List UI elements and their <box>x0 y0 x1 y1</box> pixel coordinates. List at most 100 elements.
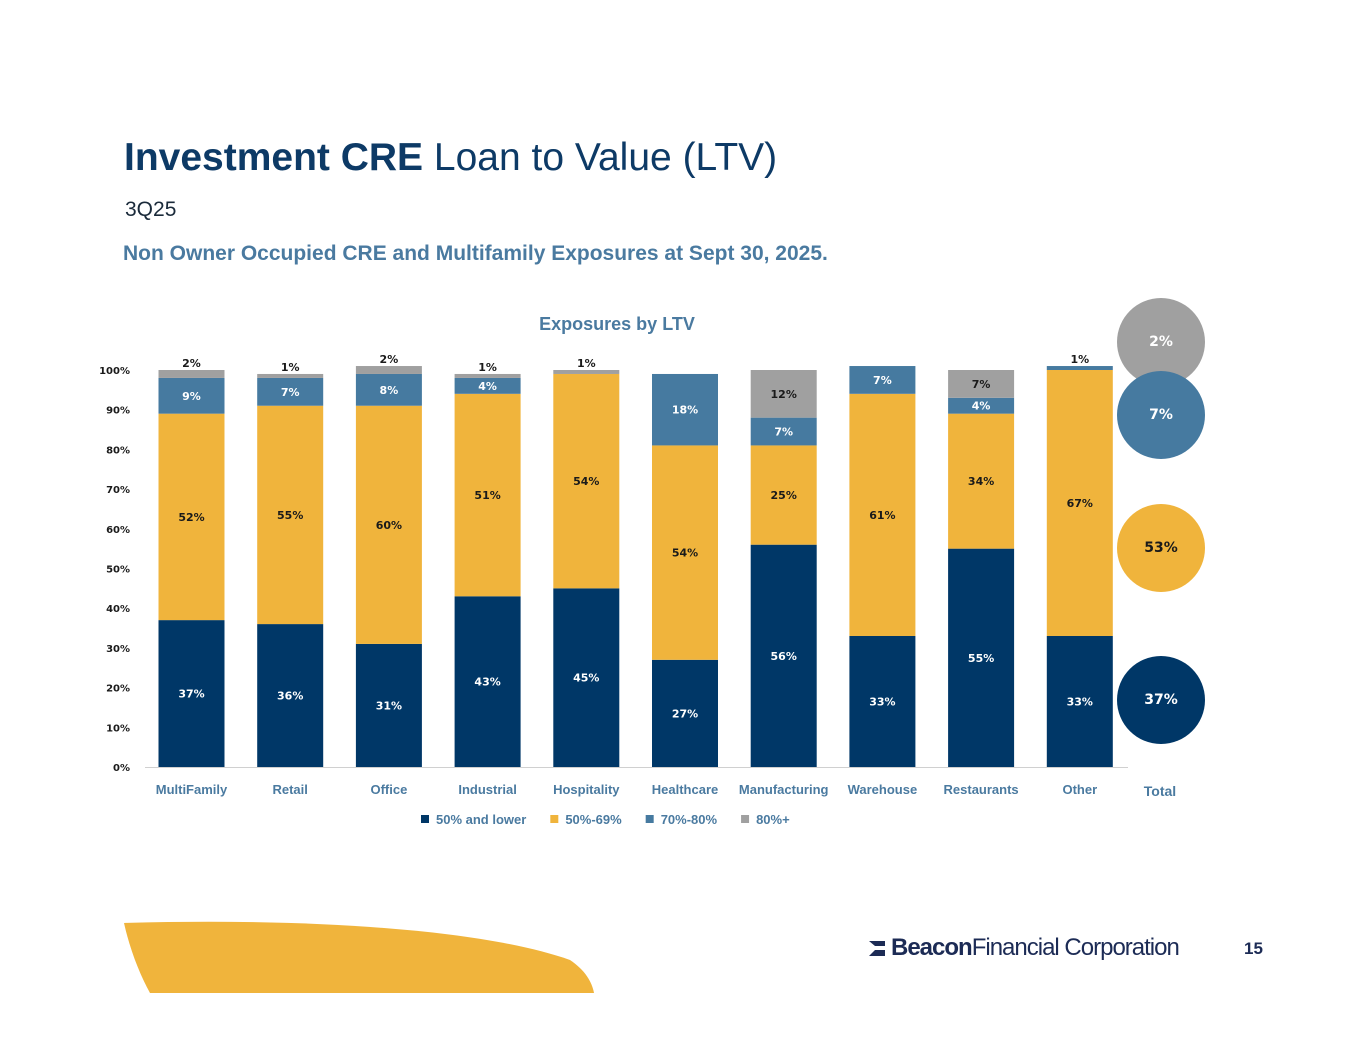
bar-data-label: 61% <box>869 509 895 522</box>
legend-swatch <box>421 815 429 823</box>
logo-bold: Beacon <box>891 934 973 961</box>
bar-data-label: 2% <box>182 357 201 370</box>
bar-data-label: 8% <box>380 384 399 397</box>
bar-segment <box>750 417 817 446</box>
bar-data-label: 36% <box>277 690 303 703</box>
total-bubble-50-69: 53% <box>1117 504 1205 592</box>
y-tick-label: 70% <box>106 485 130 496</box>
total-bubble-80plus: 2% <box>1117 298 1205 386</box>
page-number: 15 <box>1244 939 1263 958</box>
beacon-logo-icon <box>869 941 885 956</box>
bar-data-label: 1% <box>281 361 300 374</box>
bar-segment <box>257 377 324 406</box>
x-tick-label: Hospitality <box>553 782 620 797</box>
bar-segment <box>652 373 718 446</box>
bar-segment <box>553 370 620 374</box>
bar-segment <box>1046 370 1113 636</box>
bar-data-label: 43% <box>474 676 500 689</box>
bar-segment <box>355 405 422 644</box>
bar-segment <box>257 373 324 378</box>
bar-segment <box>454 377 521 394</box>
bar-data-label: 7% <box>774 426 793 439</box>
bar-segment <box>849 393 916 636</box>
bar-data-label: 27% <box>672 707 698 720</box>
bar-data-label: 54% <box>573 475 599 488</box>
title-bold: Investment CRE <box>124 136 424 179</box>
bar-segment <box>948 397 1015 414</box>
bar-segment <box>553 588 620 767</box>
bar-segment <box>355 643 422 767</box>
x-tick-label: Healthcare <box>652 782 718 797</box>
y-tick-label: 30% <box>106 644 130 655</box>
bar-segment <box>355 373 422 406</box>
y-tick-label: 10% <box>106 723 130 734</box>
y-tick-label: 80% <box>106 445 130 456</box>
bar-data-label: 1% <box>478 361 497 374</box>
bar-segment <box>948 413 1015 549</box>
y-tick-label: 20% <box>106 684 130 695</box>
y-tick-label: 50% <box>106 565 130 576</box>
bar-segment <box>257 405 324 625</box>
bar-data-label: 31% <box>376 699 402 712</box>
bar-data-label: 1% <box>1070 353 1089 366</box>
chart-title: Exposures by LTV <box>539 314 695 334</box>
bar-data-label: 4% <box>478 380 497 393</box>
bar-data-label: 9% <box>182 390 201 403</box>
total-label: Total <box>1144 783 1176 799</box>
bar-segment <box>158 413 225 621</box>
bar-segment <box>158 620 225 767</box>
x-tick-label: Warehouse <box>848 782 918 797</box>
bar-data-label: 56% <box>771 650 797 663</box>
bar-segment <box>652 659 718 767</box>
bar-segment <box>750 445 817 545</box>
bar-data-label: 60% <box>376 519 402 532</box>
bar-segment <box>750 544 817 767</box>
bar-data-label: 25% <box>771 489 797 502</box>
bar-data-label: 1% <box>577 357 596 370</box>
legend-label: 50% and lower <box>436 812 526 827</box>
bar-segment <box>1046 366 1113 370</box>
bar-data-label: 7% <box>281 386 300 399</box>
bar-segment <box>454 596 521 767</box>
bar-data-label: 55% <box>968 652 994 665</box>
legend-swatch <box>550 815 559 823</box>
bar-data-label: 51% <box>474 489 500 502</box>
bar-segment <box>553 373 620 589</box>
bar-data-label: 34% <box>968 475 994 488</box>
logo-rest: Financial Corporation <box>971 934 1180 961</box>
bar-data-label: 12% <box>771 388 797 401</box>
bar-data-label: 52% <box>178 511 204 524</box>
x-tick-label: Other <box>1062 782 1097 797</box>
legend-swatch <box>645 815 654 823</box>
legend-label: 80%+ <box>756 812 790 827</box>
x-tick-label: MultiFamily <box>156 782 228 797</box>
y-tick-label: 40% <box>106 604 130 615</box>
bar-segment <box>750 370 817 418</box>
page-title: Investment CRE Loan to Value (LTV) <box>124 136 777 180</box>
x-tick-label: Office <box>370 782 407 797</box>
x-tick-label: Restaurants <box>944 782 1019 797</box>
company-logo: BeaconFinancial Corporation <box>868 934 1180 962</box>
total-bubble-70-80: 7% <box>1117 371 1205 459</box>
period-label: 3Q25 <box>125 198 177 221</box>
y-tick-label: 100% <box>99 366 130 377</box>
bar-segment <box>849 635 916 767</box>
bar-segment <box>454 393 521 597</box>
bar-data-label: 4% <box>972 400 991 413</box>
bar-data-label: 37% <box>178 688 204 701</box>
bar-segment <box>355 366 422 374</box>
title-rest: Loan to Value (LTV) <box>433 136 778 179</box>
bar-data-label: 18% <box>672 404 698 417</box>
bar-data-label: 67% <box>1067 497 1093 510</box>
bar-data-label: 33% <box>1067 695 1093 708</box>
bar-segment <box>158 377 225 414</box>
legend-label: 70%-80% <box>661 812 718 827</box>
y-tick-label: 0% <box>113 763 130 774</box>
x-tick-label: Industrial <box>458 782 517 797</box>
bar-segment <box>849 366 916 394</box>
bar-data-label: 7% <box>972 378 991 391</box>
bar-segment <box>652 445 718 660</box>
bar-data-label: 2% <box>380 353 399 366</box>
